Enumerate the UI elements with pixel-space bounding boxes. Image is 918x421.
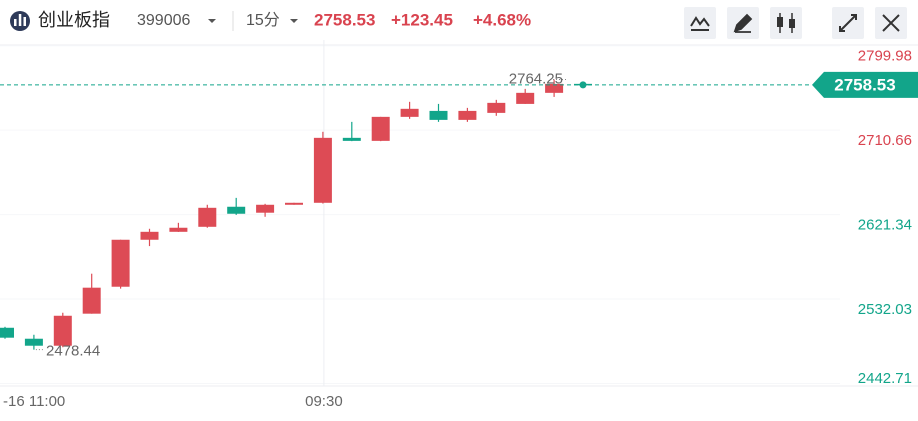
expand-button[interactable] [832,7,864,39]
candle-body [198,207,217,227]
y-tick-label: 2442.71 [858,370,912,387]
candle-body [545,83,564,93]
candle-body [516,92,535,104]
candle-body [458,110,477,120]
candle-body [342,137,361,141]
close-button[interactable] [875,7,907,39]
max-label: 2764.25 [509,70,563,87]
change: +123.45 [391,10,453,29]
candle-body [24,338,43,346]
price-tag-label: 2758.53 [834,75,895,94]
candle-body [82,287,101,314]
price-tag [812,71,918,98]
y-tick-label: 2710.66 [858,132,912,149]
last-dot [579,81,587,89]
caret[interactable] [208,19,216,23]
candle-body [256,204,275,213]
candle-body [53,315,72,346]
index-name: 创业板指 [38,10,110,30]
caret[interactable] [290,19,298,23]
candle-body [313,137,332,203]
candle-body [0,327,14,338]
candle-body [227,206,246,214]
period[interactable]: 15分 [246,11,280,29]
logo-icon [10,11,30,31]
y-tick-label: 2621.34 [858,217,912,234]
min-label: 2478.44 [46,343,100,360]
candle-body [371,116,390,141]
line-button[interactable] [684,7,716,39]
candle-body [111,239,130,287]
y-tick-label: 2799.98 [858,48,912,65]
y-tick-label: 2532.03 [858,301,912,318]
candle-body [140,231,159,240]
candle-body [429,110,448,120]
x-tick-label: 09:30 [305,393,343,410]
draw-button[interactable] [727,7,759,39]
x-tick-label: -16 11:00 [3,393,65,410]
index-code[interactable]: 399006 [137,12,190,29]
change-pct: +4.68% [473,10,531,29]
candle-body [400,108,419,117]
price: 2758.53 [314,10,375,29]
candle-button[interactable] [770,7,802,39]
candle-body [169,227,188,232]
candle-body [285,202,303,205]
candle-body [487,102,506,113]
